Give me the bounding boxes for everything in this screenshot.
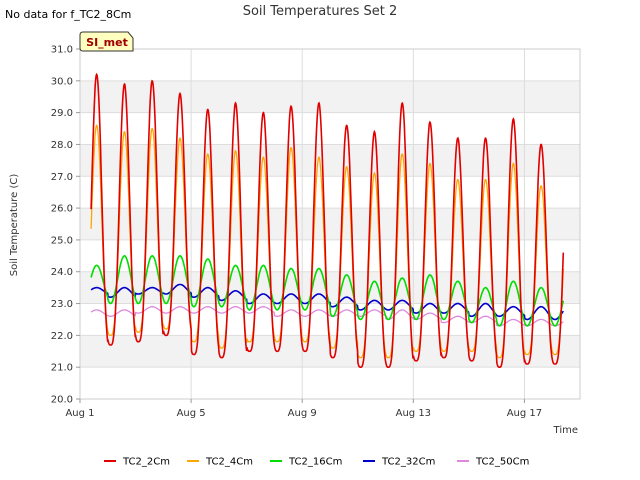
legend-item-tc2_4cm: TC2_4Cm: [187, 457, 253, 468]
badge-background: [79, 31, 134, 52]
legend-item-tc2_50cm: TC2_50Cm: [457, 457, 529, 468]
no-data-message: No data for f_TC2_8Cm: [5, 8, 132, 21]
y-tick-label: 25.0: [51, 235, 73, 246]
chart-title: Soil Temperatures Set 2: [243, 4, 398, 19]
series-line-tc2_2cm: [90, 72, 565, 369]
legend-label: TC2_2Cm: [122, 457, 170, 468]
x-tick-label: Aug 5: [177, 408, 206, 419]
legend-label: TC2_50Cm: [475, 457, 529, 468]
legend-item-tc2_16cm: TC2_16Cm: [270, 457, 342, 468]
legend-label: TC2_4Cm: [205, 457, 253, 468]
si-met-badge: SI_met: [79, 31, 134, 52]
y-axis-label: Soil Temperature (C): [9, 174, 20, 277]
y-tick-label: 29.0: [51, 108, 73, 119]
x-tick-label: Aug 17: [507, 408, 542, 419]
x-tick-label: Aug 13: [396, 408, 431, 419]
y-tick-label: 28.0: [51, 140, 73, 151]
legend-label: TC2_16Cm: [288, 457, 342, 468]
x-axis-label: Time: [553, 425, 578, 436]
y-tick-labels: 20.0 21.0 22.0 23.0 24.0 25.0 26.0 27.0 28.0 29.0…: [51, 45, 80, 406]
y-tick-label: 22.0: [51, 331, 73, 342]
plot-band: [80, 80, 580, 113]
y-tick-label: 27.0: [51, 172, 73, 183]
y-tick-label: 23.0: [51, 299, 73, 310]
legend-item-tc2_2cm: TC2_2Cm: [104, 457, 170, 468]
legend-item-tc2_32cm: TC2_32Cm: [363, 457, 435, 468]
series-lines: [90, 72, 565, 369]
legend-label: TC2_32Cm: [381, 457, 435, 468]
y-tick-label: 26.0: [51, 204, 73, 215]
x-tick-labels: Aug 1 Aug 5 Aug 9 Aug 13 Aug 17: [65, 399, 542, 419]
y-tick-label: 21.0: [51, 363, 73, 374]
badge-label: SI_met: [86, 36, 128, 49]
legend: TC2_2Cm TC2_4Cm TC2_16Cm TC2_32Cm TC2_50Cm: [104, 457, 529, 468]
y-tick-label: 30.0: [51, 76, 73, 87]
y-tick-label: 20.0: [51, 395, 73, 406]
y-tick-label: 31.0: [51, 45, 73, 56]
x-tick-label: Aug 9: [288, 408, 317, 419]
x-tick-label: Aug 1: [65, 408, 94, 419]
plot-band: [80, 144, 580, 177]
plot-band: [80, 208, 580, 240]
y-tick-label: 24.0: [51, 267, 73, 278]
plot-frame: [79, 48, 581, 400]
